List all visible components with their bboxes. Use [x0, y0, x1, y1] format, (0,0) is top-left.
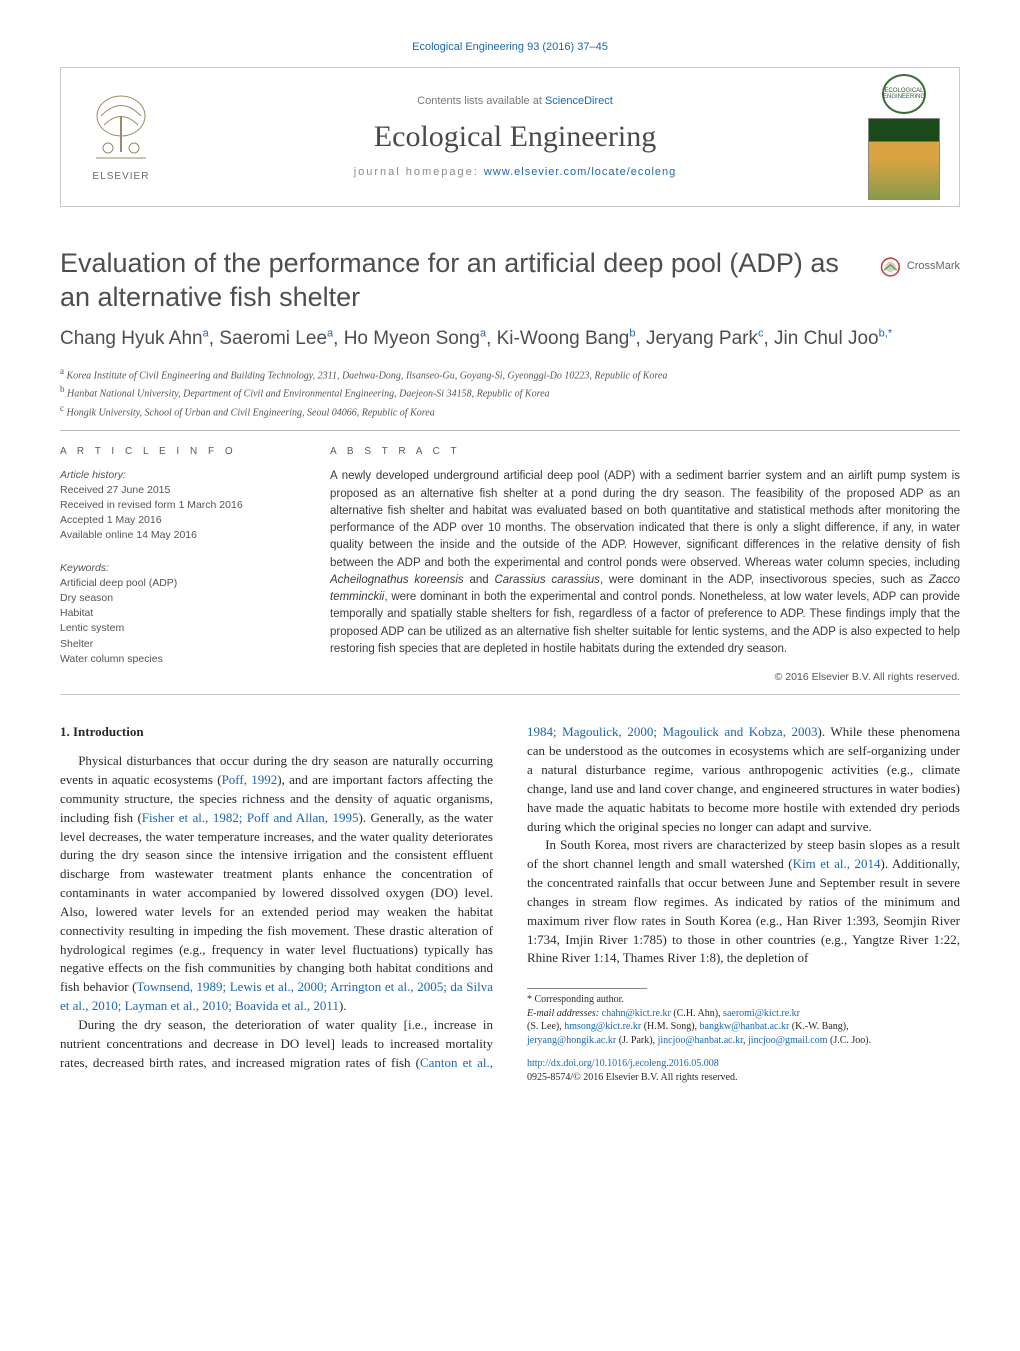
corresponding-author: * Corresponding author.: [527, 993, 960, 1007]
text: ).: [339, 998, 347, 1013]
text: ). While these phenomena can be understo…: [527, 724, 960, 833]
contents-pre: Contents lists available at: [417, 95, 545, 107]
text: ). Additionally, the concentrated rainfa…: [527, 856, 960, 965]
article-title: Evaluation of the performance for an art…: [60, 247, 860, 315]
footnotes: * Corresponding author. E-mail addresses…: [527, 988, 960, 1047]
sciencedirect-link[interactable]: ScienceDirect: [545, 95, 613, 107]
crossmark-icon: [880, 253, 901, 281]
citation-link[interactable]: Kim et al., 2014: [793, 856, 881, 871]
history-list: Received 27 June 2015Received in revised…: [60, 483, 290, 544]
intro-p3: In South Korea, most rivers are characte…: [527, 836, 960, 968]
journal-cover-thumb-icon: [868, 118, 940, 200]
header-center: Contents lists available at ScienceDirec…: [181, 68, 849, 206]
authors: Chang Hyuk Ahna, Saeromi Leea, Ho Myeon …: [60, 326, 960, 353]
doi-block: http://dx.doi.org/10.1016/j.ecoleng.2016…: [527, 1057, 960, 1084]
publisher-label: ELSEVIER: [93, 170, 150, 184]
section-head: 1. Introduction: [60, 723, 493, 742]
publisher-cell: ELSEVIER: [61, 68, 181, 206]
history-label: Article history:: [60, 468, 290, 482]
keywords-list: Artificial deep pool (ADP)Dry seasonHabi…: [60, 576, 290, 667]
journal-header: ELSEVIER Contents lists available at Sci…: [60, 67, 960, 207]
elsevier-tree-icon: [86, 90, 156, 170]
keywords-label: Keywords:: [60, 561, 290, 575]
intro-p1: Physical disturbances that occur during …: [60, 752, 493, 1016]
abstract-text: A newly developed underground artificial…: [330, 468, 960, 658]
homepage-pre: journal homepage:: [354, 166, 484, 178]
copyright-line: © 2016 Elsevier B.V. All rights reserved…: [330, 670, 960, 684]
title-row: Evaluation of the performance for an art…: [60, 247, 960, 315]
doi-link[interactable]: http://dx.doi.org/10.1016/j.ecoleng.2016…: [527, 1058, 719, 1069]
footnote-rule: [527, 988, 647, 989]
crossmark-label: CrossMark: [907, 259, 960, 274]
journal-name: Ecological Engineering: [374, 117, 656, 158]
info-abstract-row: A R T I C L E I N F O Article history: R…: [60, 445, 960, 684]
article-info: A R T I C L E I N F O Article history: R…: [60, 445, 290, 684]
contents-line: Contents lists available at ScienceDirec…: [417, 94, 613, 109]
abstract-head: A B S T R A C T: [330, 445, 960, 459]
divider: [60, 694, 960, 695]
homepage-line: journal homepage: www.elsevier.com/locat…: [354, 165, 677, 180]
article-info-head: A R T I C L E I N F O: [60, 445, 290, 459]
citation-link[interactable]: Poff, 1992: [222, 772, 278, 787]
affiliations: a Korea Institute of Civil Engineering a…: [60, 365, 960, 420]
crossmark-widget[interactable]: CrossMark: [880, 253, 960, 281]
body-columns: 1. Introduction Physical disturbances th…: [60, 723, 960, 1084]
text: ). Generally, as the water level decreas…: [60, 810, 493, 995]
citation-link[interactable]: Fisher et al., 1982; Poff and Allan, 199…: [142, 810, 359, 825]
divider: [60, 430, 960, 431]
page: Ecological Engineering 93 (2016) 37–45 E…: [0, 0, 1020, 1124]
journal-badge-icon: ECOLOGICAL ENGINEERING: [882, 74, 926, 114]
issn-copyright: 0925-8574/© 2016 Elsevier B.V. All right…: [527, 1072, 737, 1083]
email-addresses: E-mail addresses: chahn@kict.re.kr (C.H.…: [527, 1007, 960, 1048]
running-head: Ecological Engineering 93 (2016) 37–45: [60, 40, 960, 55]
homepage-link[interactable]: www.elsevier.com/locate/ecoleng: [484, 166, 676, 178]
abstract-col: A B S T R A C T A newly developed underg…: [330, 445, 960, 684]
cover-cell: ECOLOGICAL ENGINEERING: [849, 68, 959, 206]
